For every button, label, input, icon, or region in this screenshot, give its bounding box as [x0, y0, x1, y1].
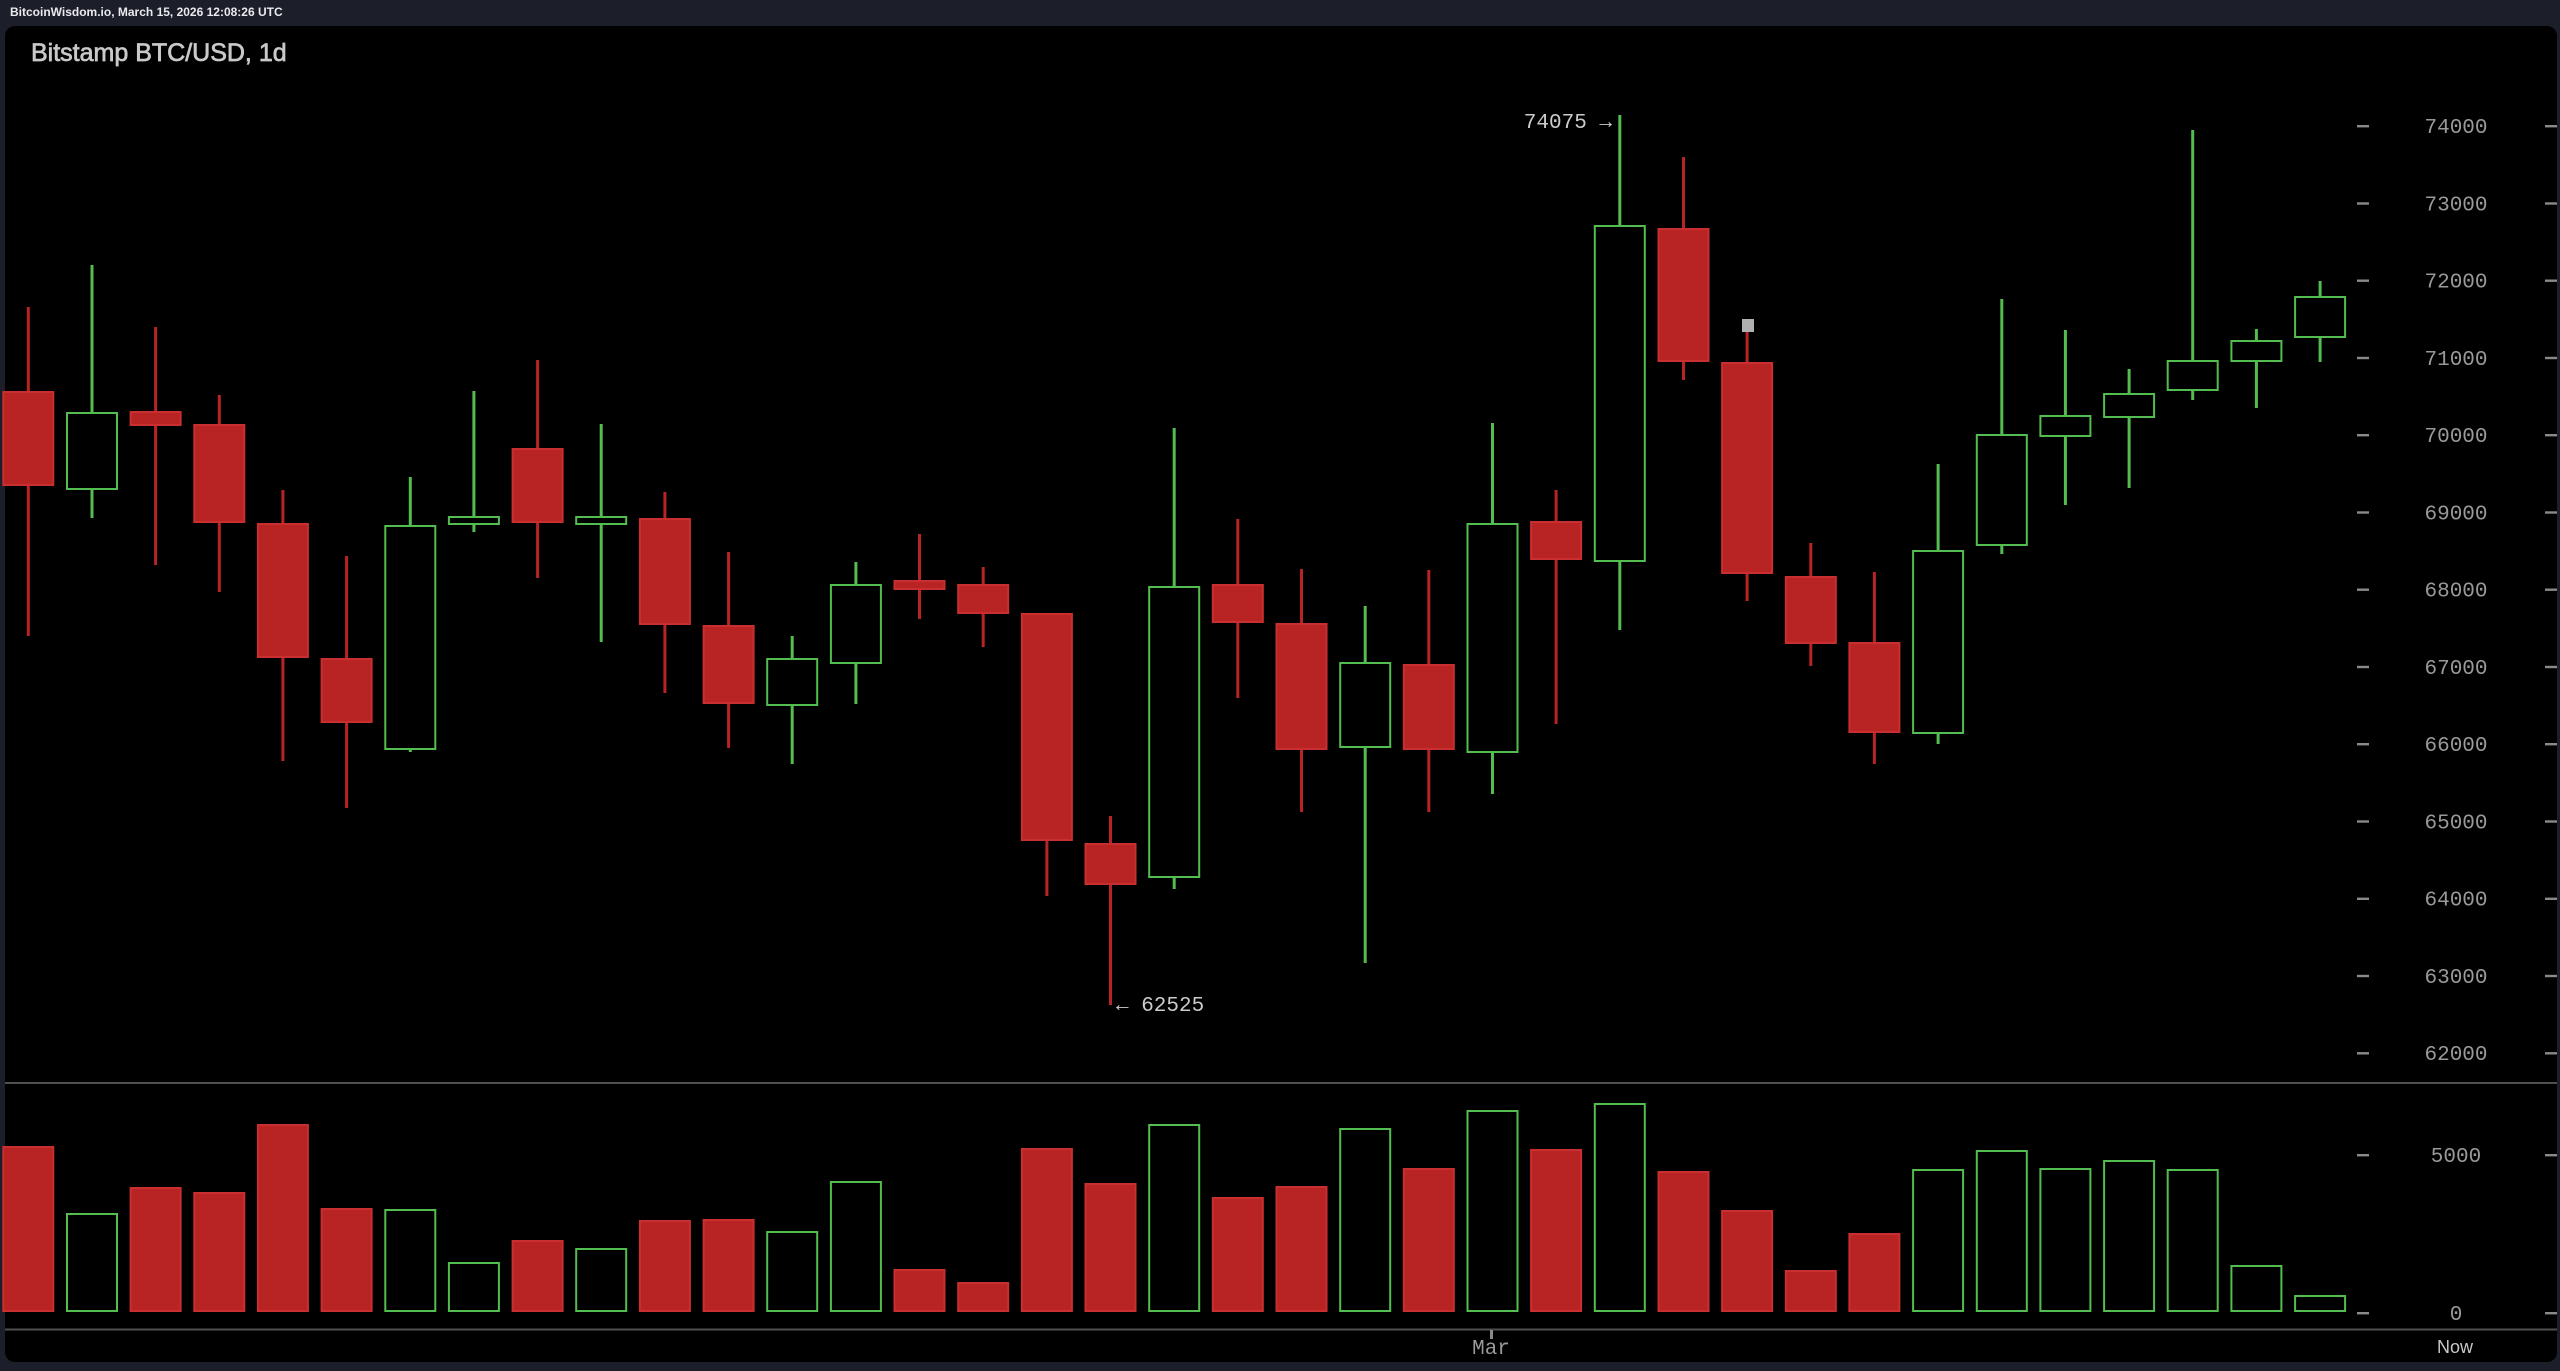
- svg-text:71000: 71000: [2424, 349, 2487, 372]
- svg-text:65000: 65000: [2424, 812, 2487, 835]
- svg-text:Now: Now: [2437, 1337, 2474, 1357]
- svg-text:69000: 69000: [2424, 503, 2487, 526]
- svg-text:70000: 70000: [2424, 426, 2487, 449]
- svg-text:64000: 64000: [2424, 890, 2487, 913]
- svg-text:5000: 5000: [2431, 1146, 2481, 1169]
- svg-text:66000: 66000: [2424, 735, 2487, 758]
- svg-text:67000: 67000: [2424, 658, 2487, 681]
- svg-text:74075 →: 74075 →: [1524, 112, 1613, 135]
- svg-text:Mar: Mar: [1472, 1338, 1510, 1361]
- svg-text:Bitstamp BTC/USD, 1d: Bitstamp BTC/USD, 1d: [31, 39, 287, 67]
- svg-text:← 62525: ← 62525: [1116, 995, 1204, 1018]
- svg-text:62000: 62000: [2424, 1044, 2487, 1067]
- svg-text:72000: 72000: [2424, 272, 2487, 295]
- svg-text:74000: 74000: [2424, 117, 2487, 140]
- svg-text:68000: 68000: [2424, 581, 2487, 604]
- svg-text:63000: 63000: [2424, 967, 2487, 990]
- svg-text:73000: 73000: [2424, 194, 2487, 217]
- svg-text:0: 0: [2450, 1304, 2463, 1327]
